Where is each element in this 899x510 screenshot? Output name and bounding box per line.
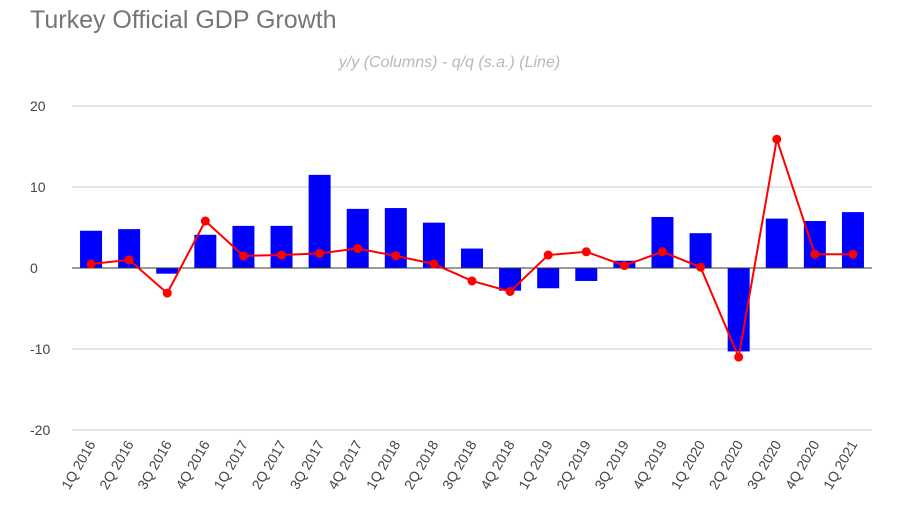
line-point xyxy=(772,134,782,144)
y-tick-label: 0 xyxy=(30,260,38,276)
line-point xyxy=(696,262,706,272)
x-tick-label: 1Q 2020 xyxy=(667,437,708,492)
line-point xyxy=(391,251,401,261)
line-point xyxy=(810,249,820,259)
bar xyxy=(575,268,598,281)
line-point xyxy=(505,286,515,296)
bar xyxy=(194,234,217,268)
bar xyxy=(232,225,255,268)
x-tick-label: 4Q 2017 xyxy=(325,437,366,492)
x-tick-label: 2Q 2018 xyxy=(401,437,442,492)
line-point xyxy=(734,352,744,362)
line-point xyxy=(162,288,172,298)
x-tick-label: 1Q 2019 xyxy=(515,437,556,492)
x-tick-label: 3Q 2019 xyxy=(591,437,632,492)
x-tick-label: 3Q 2017 xyxy=(287,437,328,492)
x-tick-label: 2Q 2019 xyxy=(553,437,594,492)
x-tick-label: 2Q 2016 xyxy=(96,437,137,492)
x-tick-label: 4Q 2016 xyxy=(172,437,213,492)
line-point xyxy=(467,276,477,286)
x-tick-label: 4Q 2018 xyxy=(477,437,518,492)
line-point xyxy=(848,249,858,259)
line-point xyxy=(124,255,134,265)
bar xyxy=(346,208,369,268)
y-tick-label: 20 xyxy=(30,98,46,114)
bar xyxy=(156,268,179,274)
y-tick-label: 10 xyxy=(30,179,46,195)
line-point xyxy=(429,259,439,269)
x-tick-label: 2Q 2017 xyxy=(248,437,289,492)
bar xyxy=(308,174,331,268)
y-tick-label: -20 xyxy=(30,422,50,438)
bar xyxy=(118,229,141,268)
x-tick-label: 1Q 2018 xyxy=(363,437,404,492)
x-tick-label: 3Q 2016 xyxy=(134,437,175,492)
line-point xyxy=(315,248,325,258)
bar xyxy=(80,230,103,268)
line-point xyxy=(200,216,210,226)
line-point xyxy=(619,261,629,271)
x-tick-label: 4Q 2019 xyxy=(629,437,670,492)
bar xyxy=(384,208,407,268)
bar xyxy=(422,222,445,268)
line-point xyxy=(543,250,553,260)
y-tick-label: -10 xyxy=(30,341,50,357)
chart-title: Turkey Official GDP Growth xyxy=(30,6,337,34)
line-point xyxy=(581,247,591,257)
x-tick-label: 3Q 2020 xyxy=(744,437,785,492)
line-point xyxy=(238,251,248,261)
x-tick-label: 2Q 2020 xyxy=(706,437,747,492)
x-tick-label: 3Q 2018 xyxy=(439,437,480,492)
line-point xyxy=(353,244,363,254)
chart-subtitle: y/y (Columns) - q/q (s.a.) (Line) xyxy=(338,54,561,71)
bar xyxy=(461,248,483,268)
x-tick-label: 4Q 2020 xyxy=(782,437,823,492)
x-tick-label: 1Q 2016 xyxy=(58,437,99,492)
x-tick-label: 1Q 2021 xyxy=(820,437,861,492)
bar xyxy=(537,268,560,289)
bar xyxy=(689,233,712,268)
bar xyxy=(270,225,293,268)
x-tick-label: 1Q 2017 xyxy=(210,437,251,492)
bar xyxy=(651,216,674,268)
line-point xyxy=(277,250,287,260)
line-point xyxy=(657,247,667,257)
line-point xyxy=(86,259,96,269)
bar xyxy=(803,221,826,268)
bar xyxy=(765,218,788,268)
bar xyxy=(841,212,864,268)
